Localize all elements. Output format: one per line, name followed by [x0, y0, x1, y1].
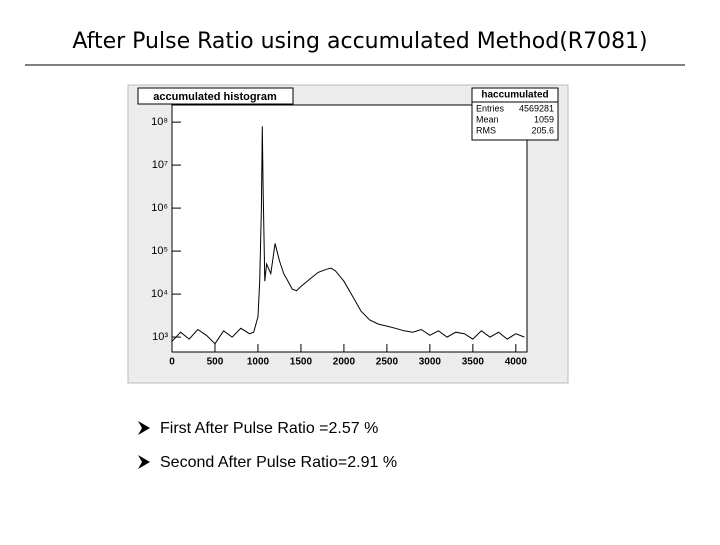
bullet-arrow — [138, 421, 150, 435]
y-tick-label: 10⁴ — [151, 288, 168, 300]
bullet-1: First After Pulse Ratio =2.57 % — [138, 420, 378, 437]
x-tick-label: 1000 — [247, 357, 270, 368]
stats-value: 205.6 — [531, 125, 554, 135]
stats-box — [471, 87, 559, 141]
bullet-arrow — [138, 455, 150, 469]
histogram-line — [171, 126, 525, 345]
x-tick-label: 0 — [169, 357, 175, 368]
y-tick-label: 10⁵ — [151, 245, 168, 257]
x-tick-label: 500 — [207, 357, 224, 368]
x-tick-label: 4000 — [505, 357, 528, 368]
x-tick-label: 2500 — [376, 357, 399, 368]
bullet-text: Second After Pulse Ratio=2.91 % — [160, 454, 397, 471]
x-tick-label: 1500 — [290, 357, 313, 368]
stats-value: 4569281 — [519, 103, 554, 113]
bullet-2: Second After Pulse Ratio=2.91 % — [138, 454, 397, 471]
hist-title: accumulated histogram — [153, 91, 277, 103]
y-tick-label: 10⁸ — [151, 116, 168, 128]
slide-title: After Pulse Ratio using accumulated Meth… — [72, 29, 647, 54]
stats-label: RMS — [476, 125, 496, 135]
x-tick-label: 3000 — [419, 357, 442, 368]
y-tick-label: 10⁶ — [151, 202, 168, 214]
bullet-text: First After Pulse Ratio =2.57 % — [160, 420, 378, 437]
x-tick-label: 3500 — [462, 357, 485, 368]
stats-label: Entries — [476, 103, 505, 113]
y-tick-label: 10⁷ — [152, 159, 168, 171]
y-tick-label: 10³ — [152, 331, 168, 343]
plot-frame — [171, 104, 528, 353]
hist-title-box — [137, 87, 294, 105]
stats-value: 1059 — [534, 114, 554, 124]
stats-label: Mean — [476, 114, 499, 124]
stats-title: haccumulated — [481, 90, 548, 101]
x-tick-label: 2000 — [333, 357, 356, 368]
